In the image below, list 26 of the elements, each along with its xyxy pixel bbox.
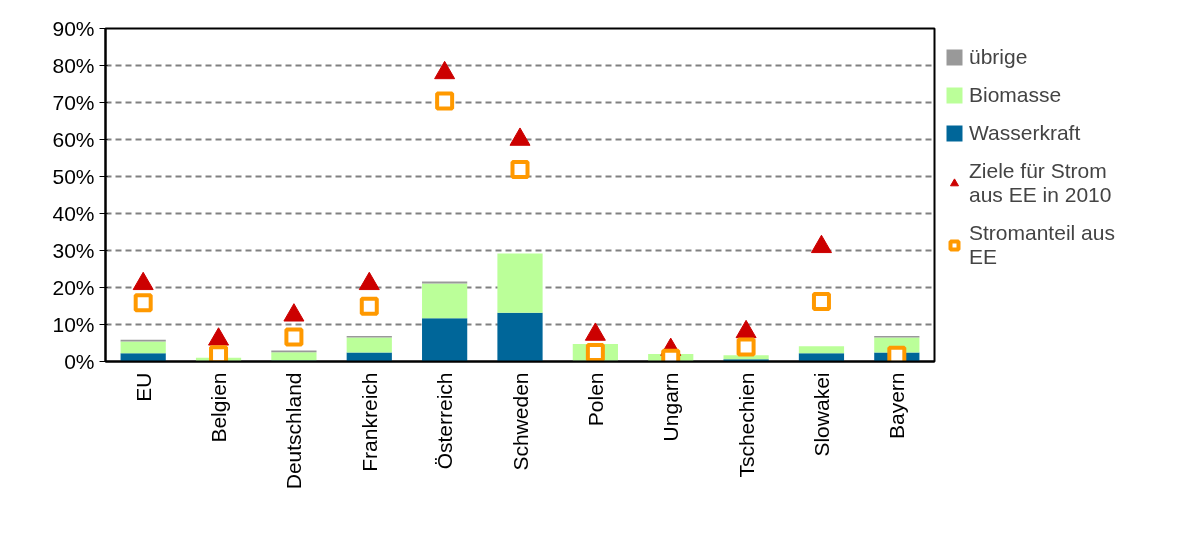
- x-tick-label: Bayern: [885, 372, 909, 440]
- legend-label: Wasserkraft: [969, 121, 1081, 145]
- legend-label: Stromanteil aus EE: [969, 221, 1115, 269]
- y-tick-label: 40%: [52, 202, 95, 225]
- x-tick-label: Belgien: [207, 372, 231, 443]
- x-tick-label: Ungarn: [659, 372, 683, 442]
- y-tick-label: 90%: [52, 17, 95, 40]
- y-tick-label: 80%: [52, 54, 95, 77]
- y-tick-label: 0%: [64, 350, 95, 373]
- y-tick-label: 30%: [52, 239, 95, 262]
- legend-label: Ziele für Strom aus EE in 2010: [969, 159, 1112, 207]
- legend-label: Biomasse: [969, 83, 1062, 107]
- y-tick-label: 60%: [52, 128, 95, 151]
- legend-label: übrige: [969, 45, 1028, 69]
- x-tick-label: Slowakei: [809, 372, 833, 457]
- y-tick-label: 50%: [52, 165, 95, 188]
- x-tick-label: Österreich: [433, 372, 457, 470]
- y-tick-label: 10%: [52, 313, 95, 336]
- y-tick-label: 70%: [52, 91, 95, 114]
- x-tick-label: EU: [131, 372, 155, 402]
- y-tick-label: 20%: [52, 276, 95, 299]
- x-tick-label: Tschechien: [734, 372, 758, 478]
- x-tick-label: Schweden: [508, 372, 532, 471]
- x-tick-label: Frankreich: [357, 372, 381, 472]
- x-tick-label: Deutschland: [282, 372, 306, 490]
- x-tick-label: Polen: [583, 372, 607, 427]
